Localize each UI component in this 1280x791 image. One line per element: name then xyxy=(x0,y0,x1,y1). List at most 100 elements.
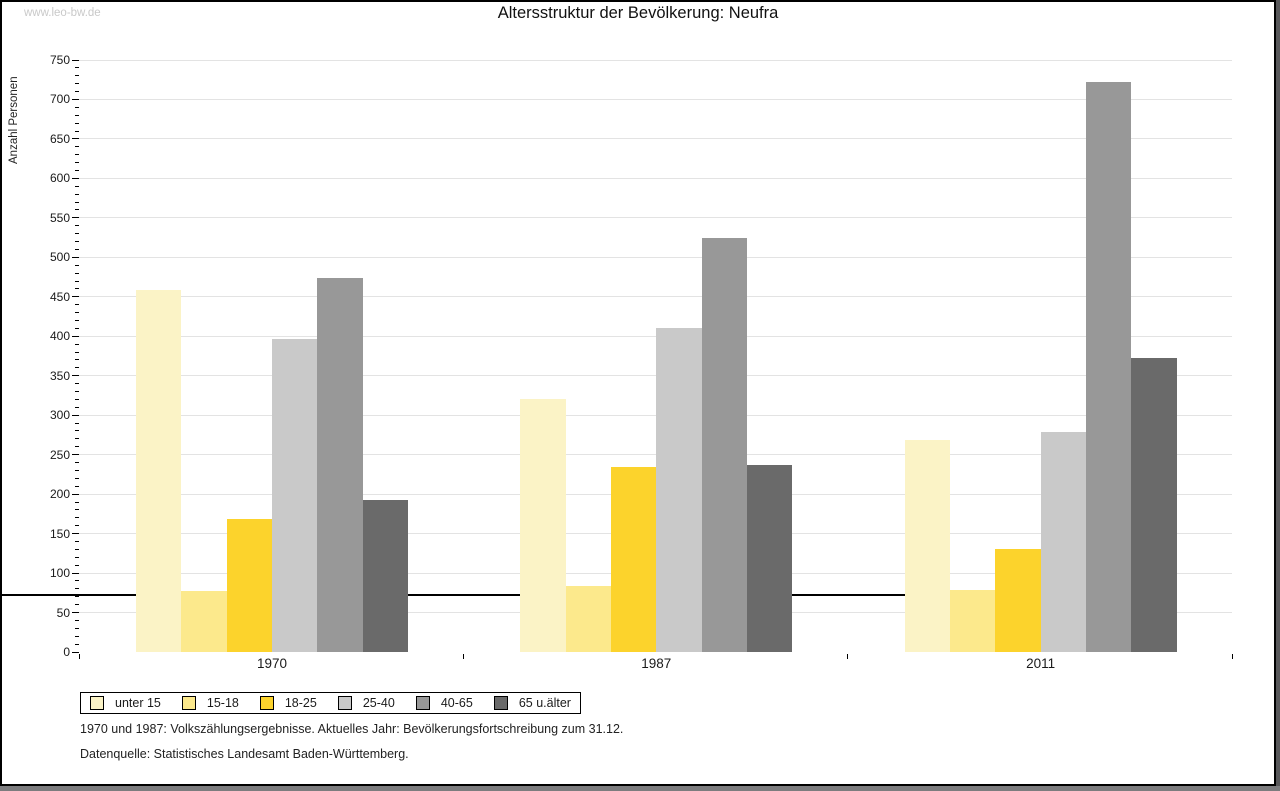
y-minor-tick xyxy=(75,170,79,171)
y-minor-tick xyxy=(75,469,79,471)
gridline xyxy=(79,138,1232,140)
y-minor-tick xyxy=(75,162,79,164)
y-minor-tick xyxy=(75,391,79,393)
y-minor-tick xyxy=(75,288,79,290)
y-minor-tick xyxy=(75,233,79,235)
x-tick xyxy=(847,654,849,659)
gridline xyxy=(79,59,1232,61)
y-minor-tick xyxy=(75,430,79,432)
gridline xyxy=(79,177,1232,179)
y-minor-tick xyxy=(75,564,79,566)
y-minor-tick xyxy=(75,406,79,408)
y-minor-tick xyxy=(75,272,79,274)
y-minor-tick xyxy=(75,327,79,329)
y-minor-tick xyxy=(75,280,79,282)
y-major-tick xyxy=(72,217,79,219)
watermark: www.leo-bw.de xyxy=(24,7,101,19)
gridline xyxy=(79,98,1232,100)
y-major-tick xyxy=(72,177,79,179)
y-major-tick xyxy=(72,572,79,574)
gridline xyxy=(79,454,1232,456)
y-minor-tick xyxy=(75,75,79,77)
y-minor-tick xyxy=(75,627,79,629)
legend-swatch-icon xyxy=(90,696,104,710)
footnote-data-source: Datenquelle: Statistisches Landesamt Bad… xyxy=(80,747,409,761)
y-minor-tick xyxy=(75,130,79,132)
y-minor-tick xyxy=(75,604,79,606)
y-tick-label: 750 xyxy=(49,53,70,67)
y-minor-tick xyxy=(75,525,79,527)
bar-1987-25-40 xyxy=(656,328,702,652)
y-minor-tick xyxy=(75,248,79,250)
y-minor-tick xyxy=(75,383,79,385)
legend-swatch-icon xyxy=(493,696,508,710)
y-minor-tick xyxy=(75,359,79,361)
bar-2011-40-65 xyxy=(1085,82,1132,652)
legend-swatch-icon xyxy=(415,696,430,710)
chart-title: Altersstruktur der Bevölkerung: Neufra xyxy=(497,4,779,22)
y-tick-label: 0 xyxy=(63,645,70,659)
gridline xyxy=(79,375,1232,377)
y-tick-label: 450 xyxy=(49,289,70,304)
gridline xyxy=(79,414,1232,416)
bar-1987-unter 15 xyxy=(520,398,566,652)
legend-item: 65 u.älter xyxy=(493,696,571,710)
y-tick-label: 150 xyxy=(49,526,70,541)
bar-1970-25-40 xyxy=(271,339,318,652)
y-minor-tick xyxy=(75,67,79,69)
legend-label: 18-25 xyxy=(284,696,317,710)
y-tick-label: 500 xyxy=(49,250,70,265)
y-major-tick xyxy=(72,612,79,614)
y-major-tick xyxy=(72,533,79,535)
bar-1970-40-65 xyxy=(317,277,363,652)
y-minor-tick xyxy=(75,509,79,511)
y-minor-tick xyxy=(75,91,79,93)
bar-1970-15-18 xyxy=(181,591,227,652)
y-minor-tick xyxy=(75,146,79,148)
vertical-scrollbar[interactable] xyxy=(1276,0,1280,786)
y-minor-tick xyxy=(75,154,79,156)
y-minor-tick xyxy=(75,185,79,187)
gridline xyxy=(79,335,1232,337)
x-category-label: 2011 xyxy=(1026,656,1056,671)
y-minor-tick xyxy=(75,619,79,621)
legend-item: 25-40 xyxy=(337,696,395,710)
y-minor-tick xyxy=(75,114,79,116)
y-minor-tick xyxy=(75,446,79,448)
y-tick-label: 200 xyxy=(49,487,70,502)
y-major-tick xyxy=(72,296,79,298)
legend-item: 15-18 xyxy=(181,696,239,710)
y-minor-tick xyxy=(75,367,79,369)
y-major-tick xyxy=(72,375,79,377)
x-category-label: 1987 xyxy=(641,656,672,671)
legend-swatch-icon xyxy=(181,696,196,710)
y-major-tick xyxy=(72,493,79,495)
y-minor-tick xyxy=(75,398,79,400)
y-minor-tick xyxy=(75,517,79,519)
y-tick-label: 50 xyxy=(56,605,70,620)
y-minor-tick xyxy=(75,343,79,345)
y-minor-tick xyxy=(75,588,79,590)
legend-label: 25-40 xyxy=(362,696,395,710)
y-minor-tick xyxy=(75,596,79,598)
legend-label: unter 15 xyxy=(115,696,161,710)
legend-item: 18-25 xyxy=(259,696,317,710)
legend-swatch-icon xyxy=(337,696,352,710)
y-minor-tick xyxy=(75,422,79,424)
y-minor-tick xyxy=(75,351,79,353)
y-major-tick xyxy=(72,651,79,653)
y-major-tick xyxy=(72,138,79,140)
y-minor-tick xyxy=(75,241,79,243)
bar-1987-18-25 xyxy=(610,467,657,652)
y-major-tick xyxy=(72,256,79,258)
horizontal-scrollbar[interactable] xyxy=(0,786,1280,791)
y-minor-tick xyxy=(75,225,79,227)
y-minor-tick xyxy=(75,304,79,306)
bar-1987-40-65 xyxy=(701,238,747,652)
y-minor-tick xyxy=(75,438,79,440)
bar-1987-15-18 xyxy=(565,585,611,652)
gridline xyxy=(79,217,1232,219)
